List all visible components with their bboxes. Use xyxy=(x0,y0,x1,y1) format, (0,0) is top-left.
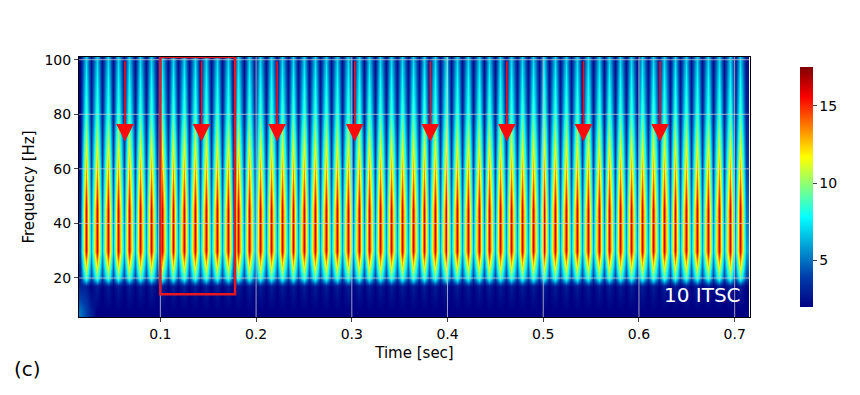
svg-text:0.4: 0.4 xyxy=(436,326,458,342)
svg-text:0.6: 0.6 xyxy=(628,326,650,342)
svg-text:20: 20 xyxy=(53,270,71,286)
svg-text:0.1: 0.1 xyxy=(149,326,171,342)
svg-text:40: 40 xyxy=(53,215,71,231)
svg-text:0.3: 0.3 xyxy=(341,326,363,342)
svg-text:5: 5 xyxy=(819,252,828,268)
svg-text:10: 10 xyxy=(819,175,837,191)
svg-text:Time [sec]: Time [sec] xyxy=(374,344,453,362)
svg-text:10 ITSC: 10 ITSC xyxy=(664,283,741,307)
svg-text:100: 100 xyxy=(44,52,71,68)
svg-text:15: 15 xyxy=(819,98,837,114)
svg-text:Frequency [Hz]: Frequency [Hz] xyxy=(20,130,38,243)
svg-text:0.5: 0.5 xyxy=(532,326,554,342)
svg-text:60: 60 xyxy=(53,161,71,177)
svg-text:(c): (c) xyxy=(14,357,41,381)
svg-text:80: 80 xyxy=(53,106,71,122)
svg-text:0.2: 0.2 xyxy=(245,326,267,342)
svg-text:0.7: 0.7 xyxy=(724,326,746,342)
